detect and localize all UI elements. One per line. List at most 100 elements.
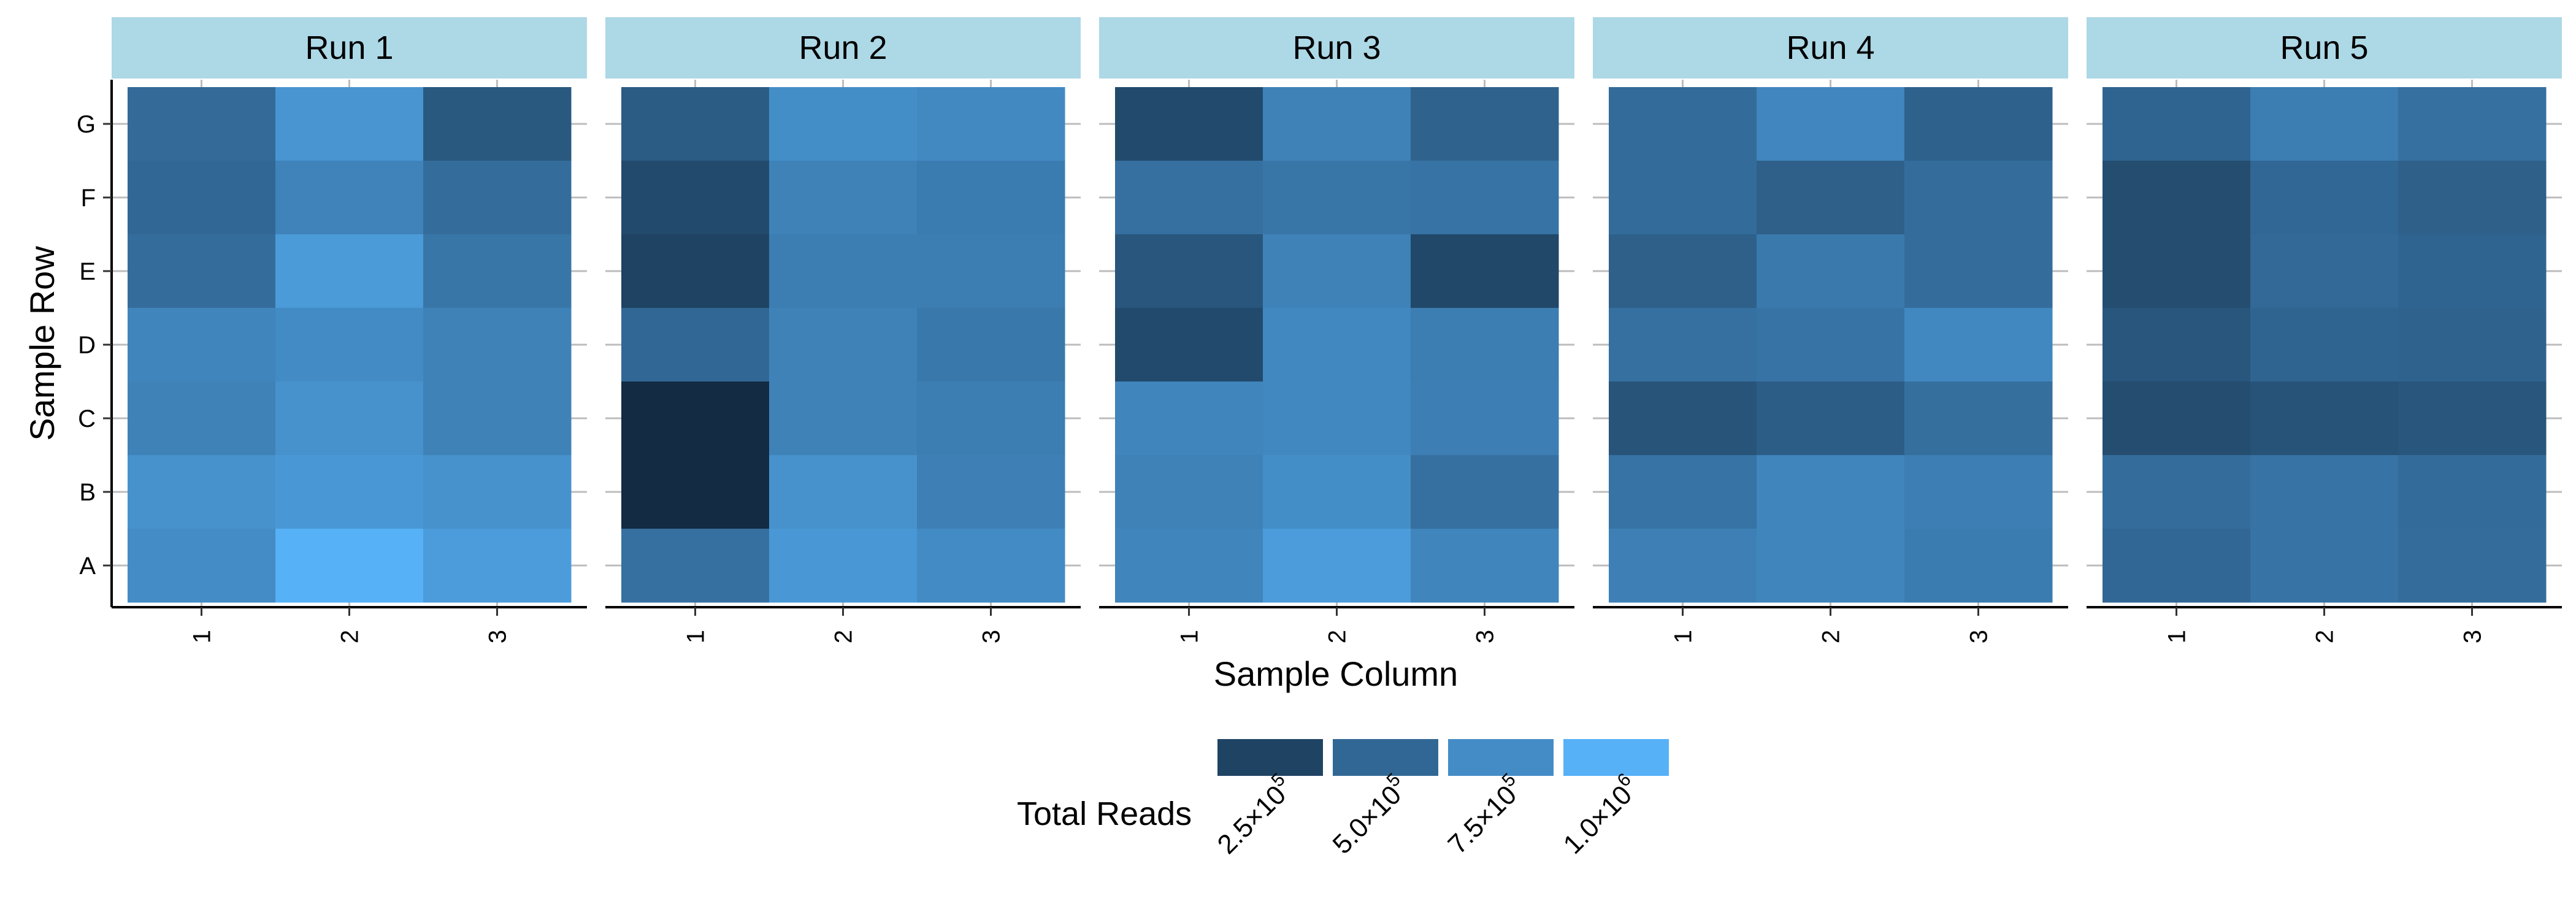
heatmap-cell [1904,381,2053,456]
heatmap-cell [1609,161,1757,235]
heatmap-cell [2103,381,2251,456]
heatmap-cell [2250,234,2399,309]
heatmap-cell [1904,455,2053,529]
heatmap-cell [128,529,276,603]
x-tick-label: 2 [830,630,857,643]
x-axis-title: Sample Column [1214,654,1458,693]
heatmap-cell [1411,87,1559,161]
heatmap-cell [2250,308,2399,382]
x-tick-label: 1 [1670,630,1697,643]
heatmap-cell [128,87,276,161]
y-axis-title: Sample Row [23,246,61,441]
heatmap-cell [621,381,770,456]
x-tick-label: 3 [485,630,512,643]
heatmap-cell [2250,87,2399,161]
x-tick-label: 1 [2164,630,2191,643]
heatmap-cell [1757,455,1905,529]
heatmap-cell [1263,87,1411,161]
x-tick-label: 3 [1472,630,1499,643]
heatmap-cell [128,455,276,529]
facet-panel: Run 3 1 2 3 [1099,17,1574,643]
heatmap-cell [1263,308,1411,382]
heatmap-cell [621,234,770,309]
heatmap-cell [275,381,424,456]
heatmap-cell [1609,529,1757,603]
heatmap-cell [2398,87,2547,161]
legend-key [1448,739,1554,776]
heatmap-cell [1757,87,1905,161]
y-tick-label: B [79,479,96,506]
heatmap-cell [1757,234,1905,309]
legend-key [1563,739,1669,776]
heatmap-cell [917,87,1065,161]
heatmap-cell [1609,455,1757,529]
heatmap-cell [2398,308,2547,382]
facet-strip [1593,17,2068,79]
legend-label: 2.5×105 [1209,769,1299,859]
heatmap-cell [2103,529,2251,603]
facet-strip [112,17,587,79]
x-tick-label: 2 [1324,630,1351,643]
heatmap-cell [769,87,918,161]
heatmap-cell [1115,87,1263,161]
heatmap-cell [2103,308,2251,382]
heatmap-cell [769,234,918,309]
heatmap-cell [1609,87,1757,161]
x-tick-label: 2 [2312,630,2339,643]
heatmap-cell [2250,455,2399,529]
heatmap-cell [1904,87,2053,161]
heatmap-cell [769,381,918,456]
heatmap-cell [917,234,1065,309]
heatmap-cell [275,308,424,382]
heatmap-cell [423,381,572,456]
x-tick-label: 1 [1176,630,1203,643]
legend-key [1217,739,1323,776]
heatmap-cell [1411,308,1559,382]
heatmap-cell [621,308,770,382]
heatmap-cell [1609,381,1757,456]
heatmap-cell [1411,161,1559,235]
x-tick-label: 3 [2459,630,2486,643]
heatmap-cell [2103,234,2251,309]
heatmap-cell [128,308,276,382]
heatmap-cell [1263,234,1411,309]
facet-strip [2087,17,2562,79]
heatmap-cell [1411,529,1559,603]
y-tick-label: F [81,185,96,212]
legend-label: 5.0×105 [1324,769,1414,859]
heatmap-cell [2398,455,2547,529]
heatmap-cell [1115,381,1263,456]
heatmap-cell [1263,455,1411,529]
heatmap-cell [2398,529,2547,603]
heatmap-cell [1904,234,2053,309]
x-tick-label: 1 [683,630,710,643]
x-tick-label: 3 [978,630,1005,643]
x-tick-label: 1 [189,630,216,643]
heatmap-cell [917,308,1065,382]
heatmap-cell [1411,381,1559,456]
y-tick-label: D [78,332,96,359]
facet-strip-label: Run 5 [2280,29,2368,66]
heatmap-cell [1263,381,1411,456]
heatmap-cell [769,308,918,382]
heatmap-cell [1757,308,1905,382]
heatmap-cell [1904,161,2053,235]
facet-panel: Run 5 1 2 3 [2087,17,2562,643]
legend: Total Reads 2.5×105 5.0×105 7.5×105 1.0×106 [1017,739,1669,860]
heatmap-cell [2398,234,2547,309]
facet-strip-label: Run 4 [1786,29,1874,66]
heatmap-cell [423,234,572,309]
facet-strip [605,17,1081,79]
heatmap-cell [275,455,424,529]
y-tick-label: G [77,111,96,138]
x-tick-label: 2 [337,630,364,643]
heatmap-cell [1411,455,1559,529]
heatmap-cell [1263,529,1411,603]
heatmap-cell [769,529,918,603]
heatmap-cell [621,161,770,235]
heatmap-cell [128,161,276,235]
heatmap-cell [2103,161,2251,235]
y-tick-label: A [79,553,96,580]
heatmap-cell [1411,234,1559,309]
